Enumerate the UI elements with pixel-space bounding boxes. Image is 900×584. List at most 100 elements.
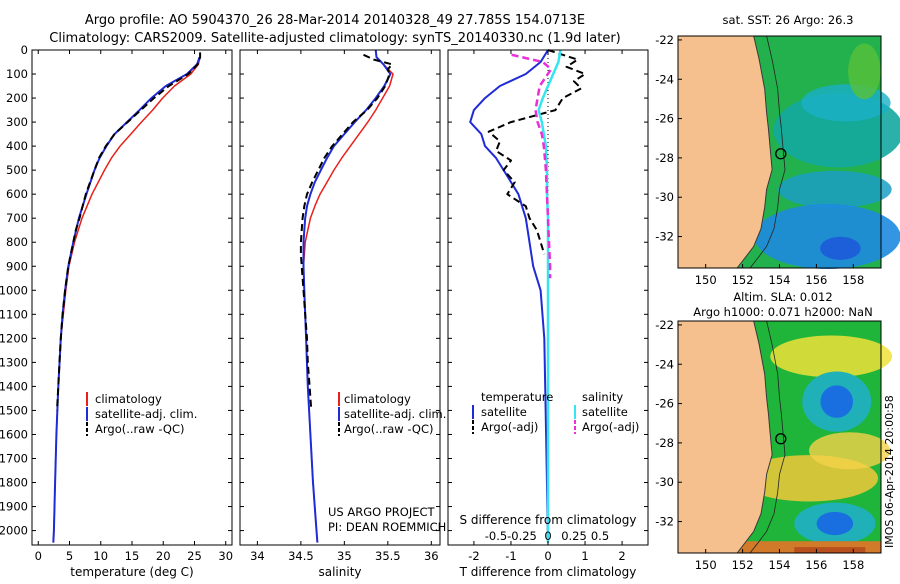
sst-cool-patch [754,204,900,270]
series-line-climatology [302,49,394,543]
legend-label-climatology: climatology [344,392,411,406]
legend-label-argo: Argo(..raw -QC) [344,422,434,436]
sla-south-band [794,547,866,553]
temperature-xlabel: temperature (deg C) [70,565,193,579]
y-tick-label: 1600 [0,427,28,441]
y-tick-label: -32 [655,515,674,529]
imos-timestamp: IMOS 06-Apr-2014 20:00:58 [883,395,896,548]
x-tick-label: 158 [842,273,864,287]
sst-patch [848,43,881,100]
y-tick-label: 0 [21,43,28,57]
legend-title-salinity: salinity [582,390,623,404]
y-tick-label: -28 [655,151,674,165]
sla-map-title-1: Altim. SLA: 0.012 [733,290,832,304]
y-tick-label: 900 [6,259,28,273]
temperature-panel-frame [31,49,233,546]
series-line-satellite-adj-clim- [302,49,392,543]
x-tick-label: 34 [250,549,265,563]
x-tick-label: 0 [35,549,42,563]
x-tick-label: 20 [156,549,171,563]
y-tick-label: 1000 [0,283,28,297]
x-tick-label: 5 [66,549,73,563]
y-tick-label: 700 [6,211,28,225]
x-tick-label: 35 [337,549,352,563]
series-line-argo-raw-qc- [56,52,202,411]
legend-label-climatology: climatology [95,392,162,406]
y-tick-label: 200 [6,91,28,105]
y-tick-label: -28 [655,436,674,450]
salinity-panel: 34 34.5 35 35.5 36 salinity climatology sate… [239,49,446,579]
series-line-argo-raw-qc- [299,53,394,411]
legend-label-argo: Argo(..raw -QC) [95,422,185,436]
x-tick-label: 156 [805,558,827,572]
x-tick-label: 150 [695,273,717,287]
x-tick-label: 154 [769,558,791,572]
s-tick-label: 0.25 [561,529,587,543]
legend-label-satellite: satellite-adj. clim. [344,407,446,421]
difference-legend: temperature satellite Argo(-adj) salinit… [472,390,639,434]
sst-map: sat. SST: 26 Argo: 26.3 -22 -24 -26 -28 -30 -… [655,13,900,287]
y-tick-label: -24 [655,72,674,86]
x-tick-label: 152 [732,558,754,572]
temperature-panel: 0100200300400500600700800900100011001200… [0,43,233,579]
y-tick-label: -22 [655,318,674,332]
land-mass [677,320,773,554]
s-tick-label: -0.5 [485,529,507,543]
salinity-legend: climatology satellite-adj. clim. Argo(..… [338,392,446,436]
argo-float-marker [775,433,787,445]
y-tick-label: -26 [655,397,674,411]
legend-label-satellite: satellite-adj. clim. [95,407,197,421]
y-tick-label: 600 [6,187,28,201]
x-tick-label: 1 [581,549,588,563]
s-tick-label: 0 [544,529,551,543]
legend-label-t-argo: Argo(-adj) [481,420,538,434]
x-tick-label: 2 [618,549,625,563]
salinity-xlabel: salinity [318,565,361,579]
sla-high [809,432,891,470]
series-line-t-argo-adj- [487,49,586,255]
land-mass [677,35,773,269]
y-tick-label: 100 [6,67,28,81]
sla-eddy-core [820,385,853,418]
project-annotation-2: PI: DEAN ROEMMICH [328,520,446,534]
y-tick-label: 2000 [0,524,28,538]
sla-high [770,335,893,378]
header-line-1: Argo profile: AO 5904370_26 28-Mar-2014 … [85,13,585,28]
s-tick-label: 0.5 [591,529,609,543]
shelf-contour [749,320,786,554]
y-tick-label: -24 [655,357,674,371]
header-line-2: Climatology: CARS2009. Satellite-adjuste… [49,31,621,46]
y-tick-label: -32 [655,230,674,244]
sst-cold-core [820,236,861,260]
x-tick-label: 30 [218,549,233,563]
x-tick-label: -1 [505,549,516,563]
sla-map: Altim. SLA: 0.012 Argo h1000: 0.071 h200… [655,290,893,572]
x-tick-label: 0 [544,549,551,563]
y-tick-label: -22 [655,33,674,47]
y-tick-label: 1900 [0,500,28,514]
series-line-s-satellite [537,49,562,543]
sla-eddy-core [816,511,854,536]
difference-xlabel-top: S difference from climatology [460,513,637,527]
shelf-contour [749,35,786,269]
argo-float-marker [775,148,787,160]
sst-patch [801,84,891,122]
series-line-t-satellite [469,49,549,543]
legend-label-s-argo: Argo(-adj) [582,420,639,434]
y-tick-label: -30 [655,475,674,489]
x-tick-label: 25 [187,549,202,563]
x-tick-label: 15 [125,549,140,563]
difference-panel: -2 -1 0 1 2 -0.5 -0.25 0 0.25 0.5 T difference fr… [447,49,649,579]
series-line-climatology [52,57,201,543]
series-line-satellite-adj-clim- [52,56,201,543]
x-tick-label: 152 [732,273,754,287]
x-tick-label: 10 [93,549,108,563]
y-tick-label: -30 [655,190,674,204]
difference-xlabel: T difference from climatology [459,565,637,579]
y-tick-label: 500 [6,163,28,177]
x-tick-label: 35.5 [375,549,401,563]
x-tick-label: 158 [842,558,864,572]
x-tick-label: 156 [805,273,827,287]
s-tick-label: -0.25 [507,529,537,543]
